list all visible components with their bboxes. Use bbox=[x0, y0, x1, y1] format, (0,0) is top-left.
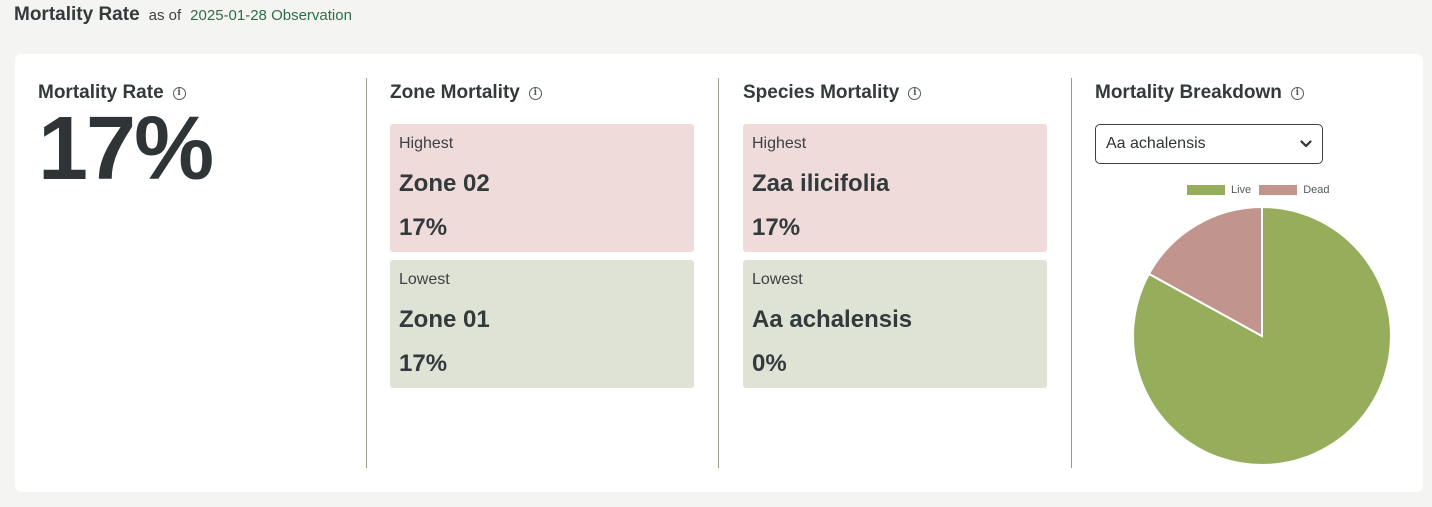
mortality-card: Mortality Rate i 17% Zone Mortality i Hi… bbox=[15, 54, 1423, 492]
species-select-value: Aa achalensis bbox=[1106, 135, 1206, 152]
species-mortality-title: Species Mortality bbox=[743, 82, 900, 103]
chart-legend: Live Dead bbox=[1187, 184, 1329, 196]
zone-mortality-header: Zone Mortality i bbox=[390, 78, 694, 108]
species-highest-label: Highest bbox=[752, 135, 807, 152]
species-lowest-card: Lowest Aa achalensis 0% bbox=[743, 260, 1047, 388]
observation-link[interactable]: 2025-01-28 Observation bbox=[190, 7, 352, 24]
overall-mortality-title: Mortality Rate bbox=[38, 82, 164, 103]
info-icon[interactable]: i bbox=[908, 86, 922, 100]
pie-slice-live[interactable] bbox=[1132, 206, 1392, 466]
zone-highest-card: Highest Zone 02 17% bbox=[390, 124, 694, 252]
species-select[interactable]: Aa achalensis bbox=[1095, 124, 1323, 164]
overall-mortality-value: 17% bbox=[38, 99, 214, 199]
legend-label: Dead bbox=[1303, 184, 1330, 196]
species-lowest-label: Lowest bbox=[752, 271, 803, 288]
legend-item-live[interactable]: Live bbox=[1187, 184, 1251, 196]
species-lowest-percent: 0% bbox=[752, 350, 787, 377]
zone-highest-label: Highest bbox=[399, 135, 454, 152]
species-mortality-header: Species Mortality i bbox=[743, 78, 1047, 108]
column-divider bbox=[718, 78, 719, 468]
overall-mortality-section: Mortality Rate i 17% bbox=[38, 78, 338, 194]
species-highest-name: Zaa ilicifolia bbox=[752, 170, 890, 197]
info-icon[interactable]: i bbox=[528, 86, 542, 100]
as-of-label: as of bbox=[148, 7, 182, 24]
chevron-down-icon bbox=[1300, 140, 1312, 148]
zone-lowest-name: Zone 01 bbox=[399, 306, 490, 333]
column-divider bbox=[1071, 78, 1072, 468]
zone-mortality-section: Zone Mortality i Highest Zone 02 17% Low… bbox=[390, 78, 694, 388]
info-icon[interactable]: i bbox=[172, 86, 186, 100]
mortality-breakdown-title: Mortality Breakdown bbox=[1095, 82, 1282, 103]
species-lowest-name: Aa achalensis bbox=[752, 306, 913, 333]
zone-mortality-title: Zone Mortality bbox=[390, 82, 520, 103]
page-title: Mortality Rate bbox=[14, 4, 140, 25]
mortality-breakdown-header: Mortality Breakdown i bbox=[1095, 78, 1405, 108]
overall-mortality-header: Mortality Rate i bbox=[38, 78, 338, 108]
page-header: Mortality Rate as of 2025-01-28 Observat… bbox=[14, 4, 352, 26]
legend-item-dead[interactable]: Dead bbox=[1259, 184, 1329, 196]
column-divider bbox=[366, 78, 367, 468]
mortality-pie-chart bbox=[1132, 206, 1392, 466]
legend-swatch bbox=[1259, 185, 1298, 195]
species-highest-card: Highest Zaa ilicifolia 17% bbox=[743, 124, 1047, 252]
species-mortality-section: Species Mortality i Highest Zaa ilicifol… bbox=[743, 78, 1047, 388]
mortality-breakdown-section: Mortality Breakdown i Aa achalensis Live… bbox=[1095, 78, 1405, 466]
info-icon[interactable]: i bbox=[1290, 86, 1304, 100]
zone-lowest-label: Lowest bbox=[399, 271, 450, 288]
zone-highest-percent: 17% bbox=[399, 214, 448, 241]
zone-lowest-card: Lowest Zone 01 17% bbox=[390, 260, 694, 388]
zone-highest-name: Zone 02 bbox=[399, 170, 490, 197]
species-highest-percent: 17% bbox=[752, 214, 801, 241]
legend-swatch bbox=[1187, 185, 1225, 195]
legend-label: Live bbox=[1231, 184, 1252, 196]
pie-slice-dead[interactable] bbox=[1147, 206, 1263, 338]
zone-lowest-percent: 17% bbox=[399, 350, 448, 377]
